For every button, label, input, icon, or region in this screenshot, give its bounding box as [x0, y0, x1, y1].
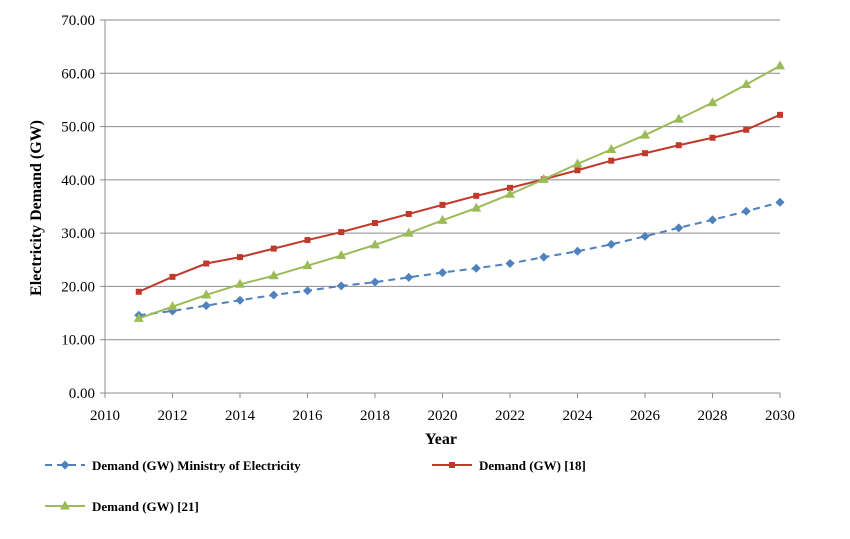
x-axis-label: Year [425, 431, 457, 448]
data-point-diamond [505, 259, 515, 269]
data-point-triangle [538, 173, 549, 183]
legend: Demand (GW) Ministry of Electricity Deman… [45, 458, 586, 514]
x-tick-label: 2024 [563, 408, 594, 424]
data-point-diamond [471, 263, 481, 273]
data-point-diamond [775, 197, 785, 207]
data-point-diamond [606, 239, 616, 249]
data-point-square [743, 126, 750, 133]
data-point-triangle [201, 289, 212, 299]
data-point-diamond [674, 223, 684, 233]
legend-label: Demand (GW) [21] [92, 499, 199, 514]
data-point-square [777, 111, 783, 118]
gridlines [105, 19, 780, 341]
x-tick-label: 2022 [495, 408, 525, 424]
series-line [138, 113, 781, 293]
series-2 [135, 111, 783, 295]
x-tick-label: 2028 [698, 408, 728, 424]
data-point-square [304, 237, 311, 244]
data-point-square [439, 201, 446, 208]
data-point-square [449, 462, 455, 468]
data-point-square [507, 184, 513, 191]
y-tick-labels: 0.00 10.00 20.00 30.00 40.00 50.00 60.00 70.00 [61, 13, 95, 402]
data-point-diamond [539, 252, 549, 262]
data-point-square [203, 260, 210, 267]
data-point-diamond [60, 460, 70, 470]
x-tick-label: 2010 [90, 408, 120, 424]
data-point-square [338, 229, 345, 236]
data-point-triangle [572, 158, 583, 168]
x-tick-label: 2026 [630, 408, 661, 424]
data-point-diamond [404, 272, 414, 282]
data-point-triangle [302, 260, 313, 270]
data-point-square [135, 288, 142, 295]
data-point-triangle [133, 312, 144, 322]
data-point-square [473, 192, 480, 199]
data-point-triangle [268, 270, 279, 280]
data-point-diamond [235, 295, 245, 305]
x-tick-label: 2020 [428, 408, 458, 424]
data-point-triangle [673, 113, 684, 123]
data-point-diamond [708, 215, 717, 225]
data-point-diamond [370, 277, 380, 287]
legend-item: Demand (GW) [21] [45, 499, 199, 514]
x-tick-labels: 2010 2012 2014 2016 2018 2020 2022 2024 2026 2028… [90, 408, 795, 424]
data-point-diamond [201, 301, 211, 311]
data-point-triangle [370, 239, 380, 249]
series-line [138, 64, 781, 320]
x-tick-label: 2030 [765, 408, 795, 424]
data-point-square [405, 210, 412, 217]
legend-item: Demand (GW) [18] [432, 458, 586, 473]
x-tick-label: 2016 [293, 408, 324, 424]
data-point-square [574, 167, 581, 174]
data-point-diamond [741, 206, 751, 216]
data-point-triangle [471, 202, 482, 212]
data-point-triangle [606, 143, 617, 153]
data-point-square [169, 273, 176, 280]
x-tick-label: 2012 [158, 408, 188, 424]
y-tick-label: 50.00 [61, 120, 95, 136]
y-tick-label: 30.00 [61, 226, 95, 242]
data-point-diamond [303, 286, 312, 296]
series-3 [133, 60, 785, 322]
data-point-triangle [707, 97, 718, 107]
data-point-diamond [336, 281, 346, 291]
series-layer [133, 60, 785, 322]
legend-item: Demand (GW) Ministry of Electricity [45, 458, 301, 473]
data-point-square [642, 150, 648, 157]
y-tick-label: 10.00 [61, 333, 95, 349]
series-line [138, 201, 781, 317]
y-tick-label: 60.00 [61, 66, 95, 82]
data-point-triangle [741, 78, 752, 88]
y-tick-label: 40.00 [61, 173, 95, 189]
data-point-triangle [505, 188, 515, 198]
data-point-triangle [60, 500, 70, 510]
y-tick-label: 20.00 [61, 279, 95, 295]
data-point-triangle [403, 227, 414, 237]
data-point-square [237, 254, 243, 261]
legend-label: Demand (GW) Ministry of Electricity [92, 458, 301, 473]
data-point-square [270, 245, 277, 252]
y-axis-label: Electricity Demand (GW) [28, 120, 45, 296]
y-tick-label: 70.00 [61, 13, 95, 29]
data-point-triangle [167, 301, 178, 311]
data-point-triangle [336, 250, 347, 260]
x-tick-label: 2014 [225, 408, 256, 424]
x-tick-label: 2018 [360, 408, 390, 424]
y-tick-label: 0.00 [69, 386, 95, 402]
data-point-square [608, 157, 615, 164]
data-point-square [675, 142, 682, 149]
data-point-square [709, 134, 716, 141]
data-point-triangle [640, 129, 650, 139]
data-point-square [372, 220, 378, 227]
data-point-diamond [438, 268, 447, 278]
data-point-diamond [640, 231, 650, 241]
data-point-triangle [235, 278, 245, 288]
data-point-diamond [269, 290, 279, 300]
axes [100, 19, 781, 398]
data-point-triangle [437, 214, 448, 224]
legend-label: Demand (GW) [18] [479, 458, 586, 473]
data-point-triangle [775, 60, 785, 70]
data-point-diamond [573, 246, 582, 256]
